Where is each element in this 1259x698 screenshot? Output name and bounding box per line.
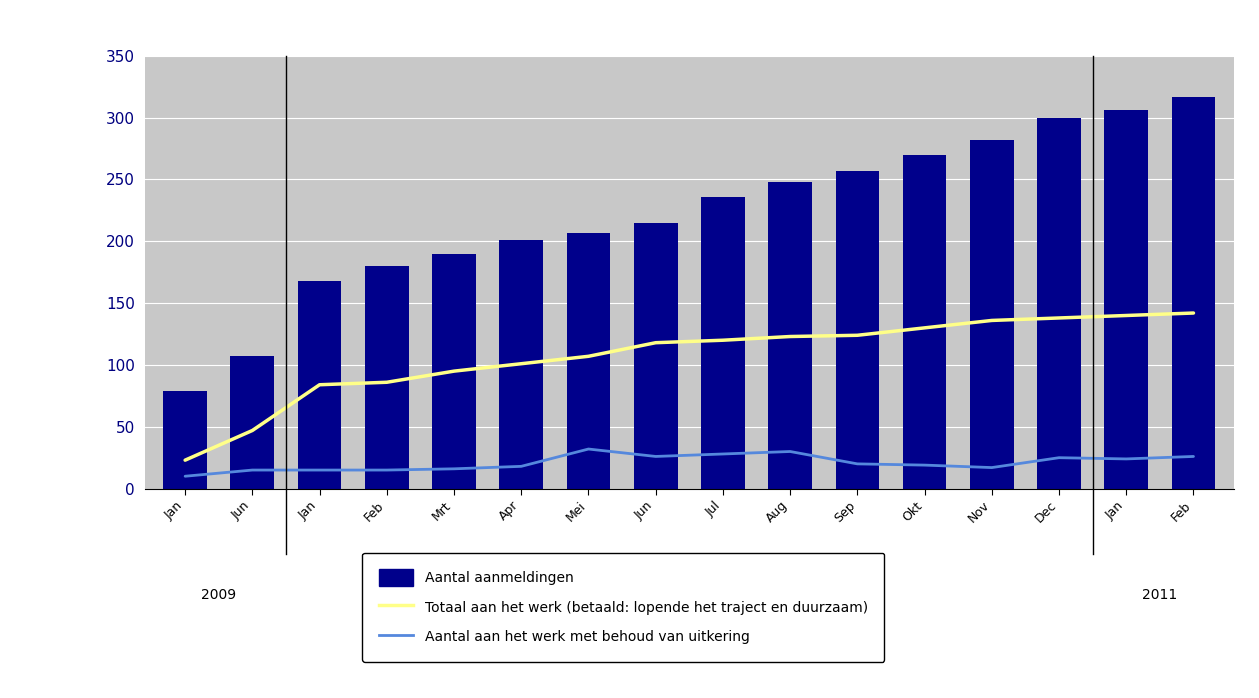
Bar bbox=[903, 155, 947, 489]
Bar bbox=[365, 266, 409, 489]
Text: 2009: 2009 bbox=[201, 588, 237, 602]
Bar bbox=[432, 253, 476, 489]
Bar bbox=[500, 240, 543, 489]
Bar bbox=[969, 140, 1013, 489]
Bar bbox=[567, 232, 611, 489]
Bar bbox=[297, 281, 341, 489]
Bar bbox=[230, 356, 274, 489]
Bar bbox=[768, 182, 812, 489]
Bar bbox=[164, 391, 206, 489]
Bar bbox=[836, 171, 879, 489]
Bar bbox=[701, 197, 745, 489]
Bar bbox=[633, 223, 677, 489]
Bar bbox=[1104, 110, 1148, 489]
Legend: Aantal aanmeldingen, Totaal aan het werk (betaald: lopende het traject en duurza: Aantal aanmeldingen, Totaal aan het werk… bbox=[363, 553, 884, 662]
Text: 2010: 2010 bbox=[672, 588, 706, 602]
Bar bbox=[1037, 118, 1081, 489]
Text: 2011: 2011 bbox=[1142, 588, 1177, 602]
Bar bbox=[1172, 96, 1215, 489]
